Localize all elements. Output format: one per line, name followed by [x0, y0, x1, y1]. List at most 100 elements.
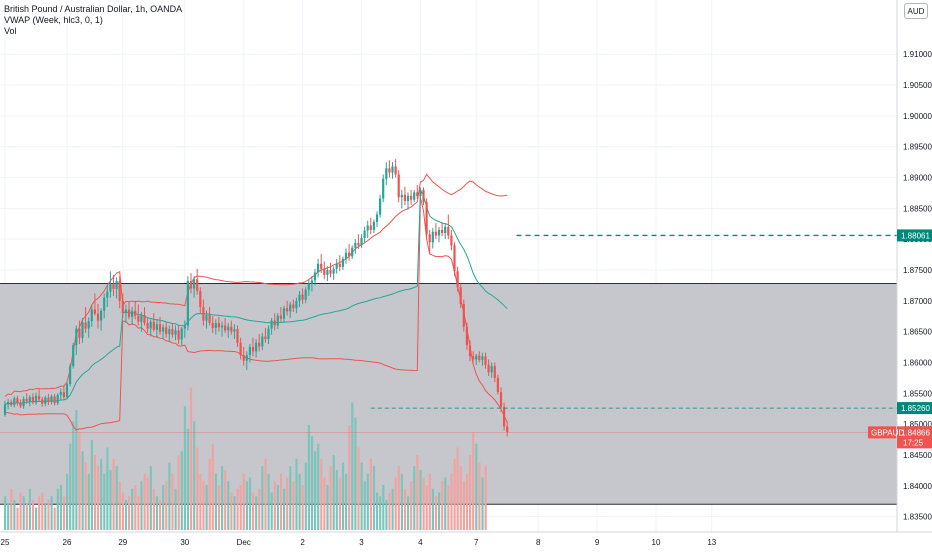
time-tick-label: 25 — [1, 538, 10, 547]
volume-bar — [224, 470, 227, 530]
time-tick-label: 30 — [180, 538, 189, 547]
volume-bar — [38, 496, 41, 530]
volume-bar — [397, 466, 400, 530]
candle-body — [348, 252, 351, 257]
candle-body — [152, 321, 155, 330]
support-price-tag: 1.85260 — [901, 404, 930, 413]
candle-body — [506, 426, 509, 433]
volume-bar — [59, 485, 62, 530]
candle-body — [16, 398, 19, 403]
volume-bar — [279, 473, 283, 530]
candle-body — [434, 231, 437, 236]
volume-bar — [233, 496, 236, 530]
candle-body — [375, 214, 379, 222]
candle-body — [344, 252, 348, 259]
volume-bar — [47, 500, 50, 530]
candle-body — [496, 377, 499, 393]
volume-bar — [171, 473, 174, 530]
candle-body — [220, 325, 224, 328]
candle-body — [465, 326, 468, 346]
candle-body — [115, 281, 118, 290]
volume-bar — [453, 458, 456, 530]
volume-bar — [205, 485, 208, 530]
candle-body — [25, 398, 28, 402]
candle-body — [112, 283, 115, 290]
time-tick-label: 13 — [707, 538, 716, 547]
candle-body — [372, 221, 375, 230]
candle-body — [162, 327, 165, 332]
volume-bar — [475, 443, 478, 530]
candle-body — [31, 396, 34, 403]
support-price-tag-bg — [897, 402, 932, 415]
volume-bar — [410, 481, 413, 530]
volume-bar — [155, 496, 159, 530]
vwap-indicator-label[interactable]: VWAP (Week, hlc3, 0, 1) — [4, 15, 103, 25]
price-tick-label: 1.89000 — [903, 174, 932, 183]
volume-bar — [354, 417, 357, 530]
candle-body — [400, 194, 403, 198]
volume-bar — [261, 466, 264, 530]
volume-bar — [124, 500, 128, 530]
time-tick-label: 10 — [652, 538, 661, 547]
volume-bar — [66, 473, 69, 530]
candle-body — [459, 287, 462, 304]
candle-body — [357, 242, 360, 246]
volume-bar — [444, 477, 447, 530]
volume-indicator-label[interactable]: Vol — [4, 26, 17, 36]
candle-body — [245, 355, 248, 361]
candle-body — [341, 258, 344, 267]
time-tick-label: 29 — [118, 538, 127, 547]
candle-body — [248, 347, 251, 356]
volume-bar — [128, 496, 131, 530]
volume-bar — [438, 492, 441, 530]
volume-bar — [199, 473, 202, 530]
candle-body — [165, 327, 168, 335]
candle-body — [413, 192, 416, 200]
volume-bar — [320, 458, 323, 530]
volume-bar — [283, 488, 286, 530]
volume-bar — [351, 402, 354, 530]
candle-body — [363, 230, 366, 238]
volume-bar — [121, 492, 124, 530]
volume-bar — [131, 488, 134, 530]
volume-bar — [162, 485, 165, 530]
candle-body — [193, 279, 196, 289]
symbol-tag: GBPAUD — [871, 428, 904, 437]
currency-button[interactable]: AUD — [904, 3, 928, 19]
candle-body — [270, 320, 273, 329]
volume-bar — [31, 500, 35, 530]
volume-bar — [332, 455, 335, 530]
symbol-title[interactable]: British Pound / Australian Dollar, 1h, O… — [4, 4, 183, 14]
time-tick-label: 2 — [300, 538, 305, 547]
volume-bar — [326, 485, 329, 530]
volume-bar — [208, 458, 211, 530]
volume-bar — [335, 470, 338, 530]
candle-body — [338, 263, 341, 267]
candle-body — [224, 325, 227, 331]
volume-bar — [379, 496, 382, 530]
volume-bar — [478, 462, 481, 530]
volume-bar — [4, 496, 7, 530]
candle-body — [261, 336, 264, 347]
bar-countdown: 17:25 — [903, 438, 924, 447]
candle-body — [282, 308, 286, 319]
time-tick-label: 4 — [418, 538, 423, 547]
volume-bar — [217, 485, 221, 530]
vwap-lower-band — [4, 197, 508, 431]
candle-body — [490, 366, 493, 373]
candle-body — [354, 242, 357, 248]
volume-bar — [19, 492, 22, 530]
volume-bar — [25, 503, 28, 530]
volume-bar — [140, 481, 143, 530]
candle-body — [276, 315, 279, 326]
candle-body — [425, 202, 428, 235]
vwap-upper-band — [4, 173, 508, 397]
candle-body — [65, 384, 69, 397]
volume-bar — [227, 481, 230, 530]
volume-bar — [258, 488, 261, 530]
volume-bar — [419, 470, 422, 530]
candle-body — [239, 342, 242, 356]
candle-body — [437, 229, 441, 236]
